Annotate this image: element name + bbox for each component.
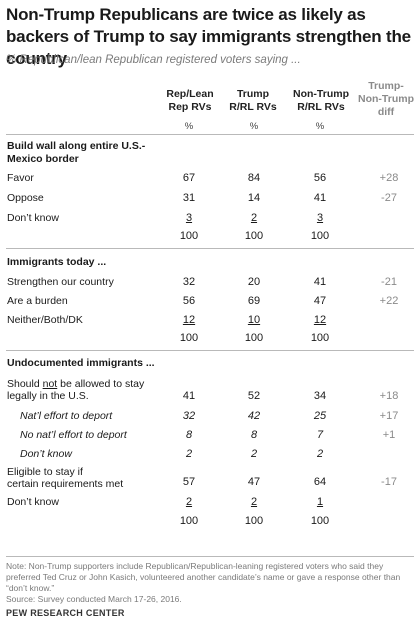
cell-value: 31 [182, 192, 196, 204]
diff-value: -21 [381, 276, 397, 288]
cell-value: 41 [182, 390, 196, 402]
cell-value: 52 [247, 390, 261, 402]
cell-value: 42 [247, 410, 261, 422]
cell-value: 14 [247, 192, 261, 204]
cell-value: 2 [250, 448, 258, 460]
diff-value: +1 [382, 429, 396, 441]
total-value: 100 [310, 230, 330, 242]
row-label: Strengthen our country [7, 276, 114, 288]
row-label: Oppose [7, 192, 44, 204]
cell-value: 8 [250, 429, 258, 441]
section-rule [6, 248, 414, 249]
chart-source: Source: Survey conducted March 17-26, 20… [6, 594, 182, 604]
total-value: 100 [310, 332, 330, 344]
column-header-rep-lean: Rep/Lean Rep RVs [166, 88, 214, 113]
cell-value: 69 [247, 295, 261, 307]
total-value: 100 [179, 332, 199, 344]
chart-title: Non-Trump Republicans are twice as likel… [6, 5, 411, 68]
cell-value: 8 [185, 429, 193, 441]
cell-value: 47 [313, 295, 327, 307]
cell-value: 84 [247, 172, 261, 184]
cell-value: 57 [182, 476, 196, 488]
brand-logo-text: PEW RESEARCH CENTER [6, 608, 125, 618]
diff-value: -17 [381, 476, 397, 488]
diff-value: +17 [379, 410, 399, 422]
footer-rule [6, 556, 414, 557]
total-value: 100 [310, 515, 330, 527]
cell-value: 56 [313, 172, 327, 184]
cell-value: 7 [316, 429, 324, 441]
column-header-trump: Trump R/RL RVs [229, 88, 277, 113]
cell-value: 2 [185, 496, 193, 508]
diff-value: +28 [379, 172, 399, 184]
diff-value: -27 [381, 192, 397, 204]
header-rule [6, 134, 414, 135]
total-value: 100 [244, 332, 264, 344]
row-label: Should not be allowed to stay legally in … [7, 378, 145, 402]
row-label: Nat’l effort to deport [20, 410, 113, 422]
cell-value: 64 [313, 476, 327, 488]
section-title: Build wall along entire U.S.- Mexico bor… [7, 140, 146, 165]
cell-value: 2 [250, 212, 258, 224]
row-label: Don’t know [20, 448, 72, 460]
row-label: Favor [7, 172, 34, 184]
unit-label: % [249, 121, 259, 132]
row-label: No nat’l effort to deport [20, 429, 127, 441]
cell-value: 20 [247, 276, 261, 288]
cell-value: 2 [316, 448, 324, 460]
total-value: 100 [179, 230, 199, 242]
cell-value: 10 [247, 314, 261, 326]
chart-subtitle: % Republican/lean Republican registered … [6, 54, 301, 66]
cell-value: 47 [247, 476, 261, 488]
chart-note: Note: Non-Trump supporters include Repub… [6, 561, 401, 593]
unit-label: % [184, 121, 194, 132]
section-title: Undocumented immigrants ... [7, 357, 155, 369]
cell-value: 41 [313, 276, 327, 288]
row-label: Don’t know [7, 212, 59, 224]
row-label: Eligible to stay if certain requirements… [7, 466, 124, 490]
section-rule [6, 350, 414, 351]
cell-value: 2 [250, 496, 258, 508]
total-value: 100 [244, 515, 264, 527]
cell-value: 67 [182, 172, 196, 184]
diff-value: +18 [379, 390, 399, 402]
cell-value: 2 [185, 448, 193, 460]
column-header-diff: Trump- Non-Trump diff [358, 80, 414, 118]
total-value: 100 [244, 230, 264, 242]
row-label: Don’t know [7, 496, 59, 508]
cell-value: 56 [182, 295, 196, 307]
cell-value: 12 [313, 314, 327, 326]
cell-value: 34 [313, 390, 327, 402]
cell-value: 32 [182, 276, 196, 288]
cell-value: 32 [182, 410, 196, 422]
unit-label: % [315, 121, 325, 132]
row-label: Neither/Both/DK [7, 314, 83, 326]
column-header-non-trump: Non-Trump R/RL RVs [293, 88, 349, 113]
cell-value: 3 [316, 212, 324, 224]
cell-value: 1 [316, 496, 324, 508]
row-label: Are a burden [7, 295, 68, 307]
cell-value: 41 [313, 192, 327, 204]
section-title: Immigrants today ... [7, 256, 107, 268]
cell-value: 12 [182, 314, 196, 326]
total-value: 100 [179, 515, 199, 527]
diff-value: +22 [379, 295, 399, 307]
cell-value: 25 [313, 410, 327, 422]
cell-value: 3 [185, 212, 193, 224]
